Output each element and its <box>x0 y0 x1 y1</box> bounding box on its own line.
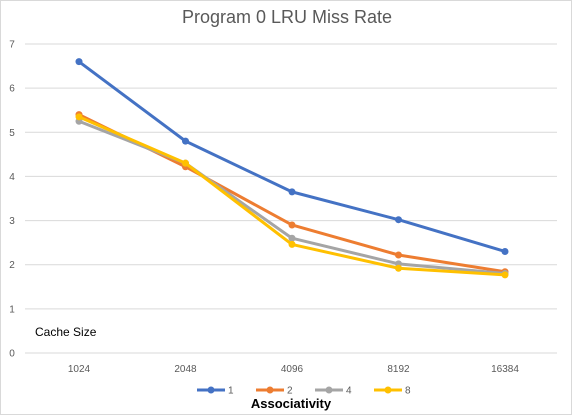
y-tick-label-0: 0 <box>9 349 15 360</box>
legend-label-1: 1 <box>228 386 234 397</box>
series-8 <box>75 113 509 279</box>
data-point-4-4096 <box>288 234 296 242</box>
y-tick-label-7: 7 <box>9 40 15 51</box>
legend-item-2: 2 <box>256 386 293 397</box>
y-tick-label-6: 6 <box>9 84 15 95</box>
data-point-1-2048 <box>182 137 189 145</box>
data-point-2-8192 <box>395 251 402 259</box>
x-tick-label-16384: 16384 <box>491 364 519 375</box>
chart-title: Program 0 LRU Miss Rate <box>182 7 392 27</box>
data-point-1-1024 <box>75 58 83 66</box>
y-axis-tick-labels: 0 1 2 3 4 5 6 7 <box>9 40 15 360</box>
data-point-8-4096 <box>288 240 296 248</box>
legend-item-4: 4 <box>315 386 352 397</box>
series-line-8 <box>77 115 507 277</box>
data-point-2-4096 <box>288 221 296 229</box>
legend-item-1: 1 <box>197 386 234 397</box>
y-tick-label-5: 5 <box>9 128 15 139</box>
y-tick-label-2: 2 <box>9 260 15 271</box>
series-1 <box>75 58 509 255</box>
x-tick-label-2048: 2048 <box>174 364 197 375</box>
x-tick-label-4096: 4096 <box>281 364 304 375</box>
x-axis-tick-labels: 1024 2048 4096 8192 16384 <box>68 364 519 375</box>
data-point-8-1024 <box>75 113 83 121</box>
legend-label-2: 2 <box>287 386 293 397</box>
data-point-8-16384 <box>501 271 509 279</box>
legend-swatch-marker-4 <box>325 386 333 394</box>
data-point-1-8192 <box>395 216 402 224</box>
legend: 1 2 4 8 <box>197 386 411 397</box>
grid-lines <box>25 43 557 354</box>
legend-item-8: 8 <box>374 386 411 397</box>
x-axis-title: Associativity <box>251 396 332 411</box>
x-tick-label-1024: 1024 <box>68 364 91 375</box>
y-tick-label-4: 4 <box>9 172 15 183</box>
legend-label-4: 4 <box>346 386 352 397</box>
y-tick-label-3: 3 <box>9 216 15 227</box>
data-point-1-16384 <box>501 247 509 255</box>
data-point-8-8192 <box>395 264 402 272</box>
series-4 <box>75 117 509 278</box>
legend-swatch-marker-8 <box>384 386 392 394</box>
cache-size-annotation: Cache Size <box>35 325 97 339</box>
x-tick-label-8192: 8192 <box>387 364 410 375</box>
y-tick-label-1: 1 <box>9 304 15 315</box>
data-point-1-4096 <box>288 188 296 196</box>
series-lines <box>75 58 509 279</box>
legend-swatch-marker-1 <box>207 386 215 394</box>
legend-swatch-marker-2 <box>266 386 274 394</box>
data-point-8-2048 <box>182 159 189 167</box>
legend-label-8: 8 <box>405 386 411 397</box>
